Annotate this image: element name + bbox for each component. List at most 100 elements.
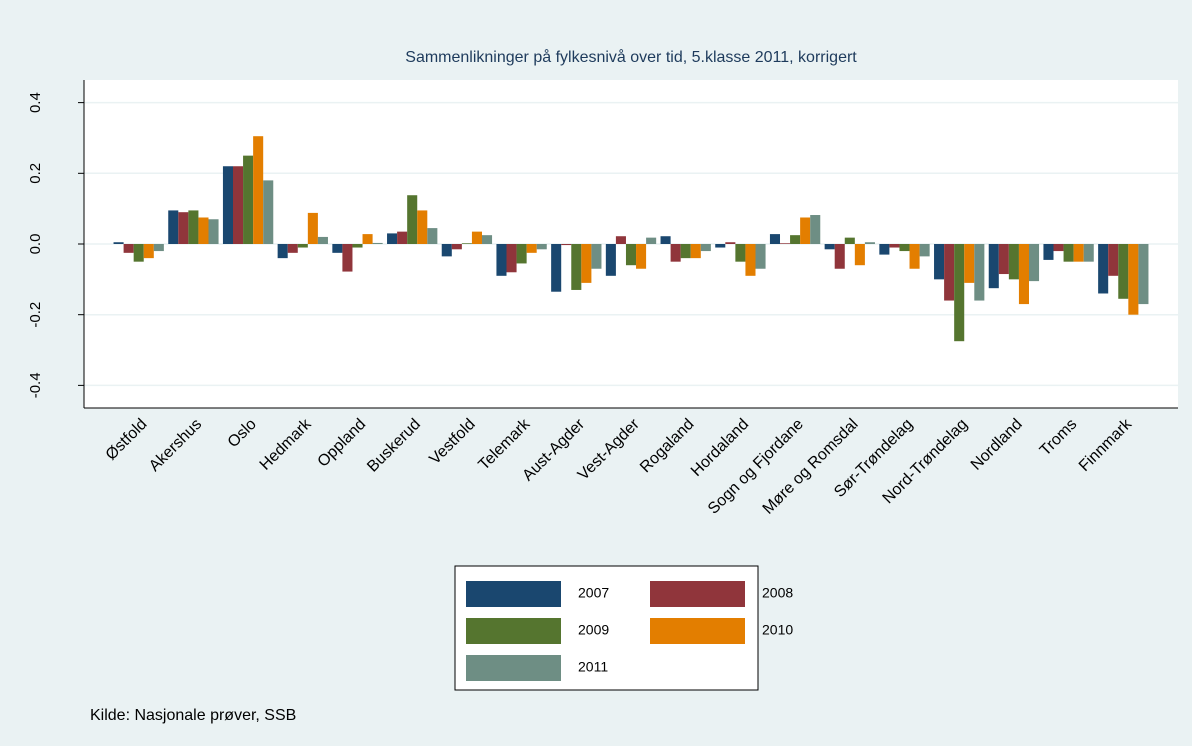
legend-label: 2009 (578, 622, 609, 638)
bar (824, 244, 835, 250)
bar (790, 235, 801, 244)
legend-label: 2007 (578, 585, 609, 601)
legend-label: 2011 (578, 659, 608, 675)
y-tick-label: -0.4 (27, 372, 44, 398)
bar (1063, 244, 1074, 262)
bar (1053, 244, 1064, 252)
bar (561, 244, 572, 246)
bar (1008, 244, 1019, 280)
bar (113, 242, 124, 244)
bar (287, 244, 298, 253)
bar (571, 244, 582, 290)
bar (208, 219, 219, 244)
bar (277, 244, 288, 259)
y-tick-label: 0.0 (27, 234, 44, 255)
bar (143, 244, 154, 259)
legend-swatch (466, 581, 561, 607)
bar (591, 244, 602, 269)
bar (387, 233, 398, 244)
bar (800, 217, 811, 244)
bar (605, 244, 616, 276)
bar (769, 234, 781, 244)
bar (780, 243, 791, 244)
bar (919, 244, 930, 257)
bar (755, 244, 766, 269)
bar (372, 242, 383, 244)
bar (332, 244, 343, 253)
bar (735, 244, 746, 262)
bar (834, 244, 845, 269)
bar (317, 236, 328, 244)
bar (934, 244, 945, 280)
bar (1138, 244, 1149, 305)
bar (407, 195, 418, 244)
chart-title: Sammenlikninger på fylkesnivå over tid, … (405, 48, 857, 66)
bar (551, 244, 562, 292)
bar (417, 210, 428, 244)
bar (362, 234, 373, 244)
bar (451, 244, 462, 250)
bar (516, 244, 527, 264)
legend-label: 2008 (762, 585, 793, 601)
bar (536, 244, 547, 250)
bar (481, 235, 493, 244)
legend-swatch (650, 618, 745, 644)
legend-swatch (466, 655, 561, 681)
bar (715, 244, 726, 248)
bar (909, 244, 920, 269)
bar (615, 236, 626, 244)
bar (133, 244, 144, 262)
bar (879, 244, 890, 255)
legend-swatch (650, 581, 745, 607)
bar (988, 244, 999, 289)
bar (844, 237, 855, 244)
bar (441, 244, 452, 257)
bar (670, 244, 681, 262)
bar (725, 242, 736, 244)
bar (461, 243, 472, 244)
bar (854, 244, 865, 266)
bar (581, 244, 592, 283)
bar (243, 155, 254, 244)
y-tick-label: 0.2 (27, 163, 44, 184)
bar (974, 244, 985, 301)
y-tick-label: 0.4 (27, 92, 44, 113)
bar (1128, 244, 1139, 315)
bar (1098, 244, 1109, 294)
bar (352, 244, 363, 248)
bar (899, 244, 910, 252)
bar (998, 244, 1009, 275)
bar (745, 244, 756, 276)
bar (253, 136, 264, 244)
bar (427, 228, 438, 244)
bar (123, 244, 134, 253)
bar (526, 244, 537, 253)
bar (864, 242, 875, 244)
bar (297, 244, 308, 248)
bar (168, 210, 179, 244)
bar (307, 212, 318, 244)
bar (1028, 244, 1040, 282)
bar (1043, 244, 1054, 260)
legend-swatch (466, 618, 561, 644)
bar (397, 231, 408, 244)
bar (153, 244, 164, 252)
bar (1018, 244, 1029, 305)
bar (178, 212, 189, 244)
bar (496, 244, 507, 276)
bar (1073, 244, 1084, 262)
bar (188, 210, 199, 244)
bar (471, 231, 482, 244)
bar (690, 244, 701, 259)
bar (964, 244, 975, 283)
bar (222, 166, 234, 244)
bar (810, 215, 821, 244)
bar (263, 180, 274, 244)
bar (1118, 244, 1129, 299)
bar (233, 166, 244, 244)
bar (198, 217, 209, 244)
bar (646, 237, 657, 244)
bar (506, 244, 517, 273)
bar (660, 236, 671, 244)
